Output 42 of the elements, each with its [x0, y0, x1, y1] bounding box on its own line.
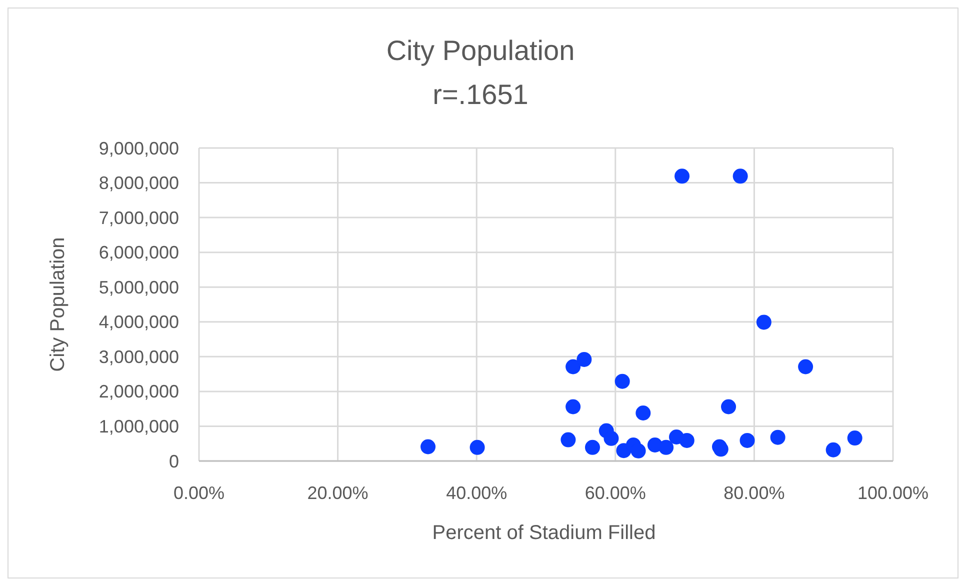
y-tick-label: 3,000,000 — [98, 346, 179, 367]
y-tick-label: 8,000,000 — [98, 173, 179, 194]
point — [630, 443, 646, 458]
y-tick-label: 0 — [168, 451, 179, 472]
point — [566, 399, 581, 414]
x-tick-label: 40.00% — [446, 483, 508, 503]
point — [604, 430, 619, 446]
y-axis-title: City Population — [47, 237, 69, 372]
point — [614, 374, 630, 389]
y-tick-label: 4,000,000 — [98, 312, 179, 332]
point — [721, 399, 736, 414]
point — [585, 440, 600, 455]
point — [560, 432, 576, 448]
x-tick-label: 100.00% — [857, 483, 929, 503]
y-tick-label: 9,000,000 — [98, 138, 179, 158]
point — [756, 314, 772, 330]
point — [636, 406, 651, 420]
point — [566, 359, 581, 374]
point — [420, 439, 436, 454]
x-axis-title: Percent of Stadium Filled — [432, 522, 656, 544]
point — [847, 430, 862, 446]
y-tick-label: 6,000,000 — [98, 242, 179, 263]
y-tick-label: 2,000,000 — [98, 382, 179, 402]
point — [770, 430, 786, 445]
y-tick-label: 1,000,000 — [98, 416, 179, 437]
point — [470, 440, 485, 455]
chart-subtitle: r=.1651 — [432, 79, 528, 110]
point — [679, 432, 694, 448]
point — [732, 168, 748, 184]
x-tick-label: 0.00% — [173, 483, 225, 503]
point — [740, 432, 755, 448]
point — [658, 440, 674, 455]
point — [674, 168, 690, 184]
y-tick-label: 5,000,000 — [98, 277, 179, 298]
x-tick-label: 80.00% — [724, 483, 785, 503]
point — [576, 352, 592, 367]
point — [826, 442, 841, 458]
x-tick-label: 60.00% — [584, 483, 646, 503]
x-tick-label: 20.00% — [307, 483, 368, 503]
y-tick-label: 7,000,000 — [98, 208, 179, 228]
point — [798, 359, 814, 374]
chart-title: City Population — [386, 35, 575, 66]
